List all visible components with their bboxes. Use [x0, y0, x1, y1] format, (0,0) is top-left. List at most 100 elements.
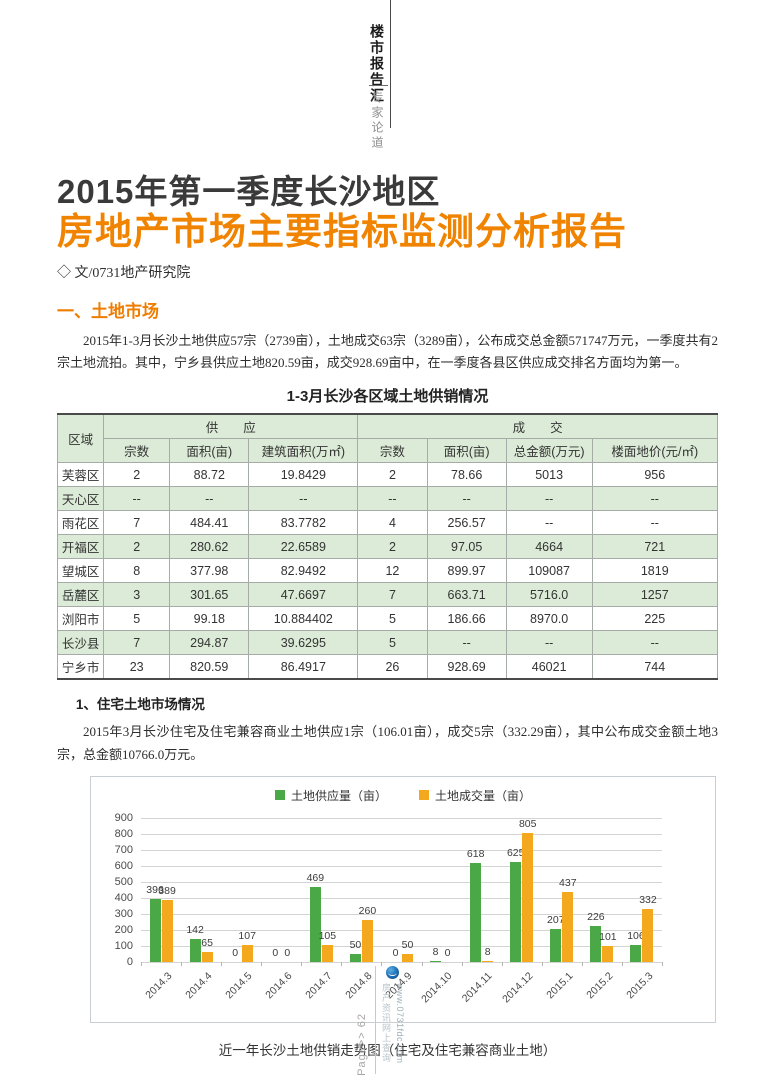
table-cell: 雨花区 [56, 510, 105, 536]
table-cell: 97.05 [426, 534, 507, 560]
bar-group: 0 50 [381, 818, 421, 962]
table-header-deal-group: 成 交 [357, 413, 718, 440]
land-market-paragraph: 2015年1-3月长沙土地供应57宗（2739亩），土地成交63宗（3289亩）… [57, 332, 718, 370]
table-cell: -- [591, 486, 719, 512]
table-header-region: 区域 [56, 413, 105, 464]
land-supply-table: 区域 供 应 成 交 宗数 面积(亩) 建筑面积(万㎡) 宗数 面积(亩) 总金额(万元)… [56, 413, 719, 681]
table-cell: 2 [103, 534, 171, 560]
y-axis-tick-label: 500 [114, 875, 133, 888]
table-cell: 10.884402 [248, 606, 359, 632]
bar-value-label: 396 [146, 883, 164, 896]
table-cell: 46021 [505, 654, 593, 680]
table-cell: 484.41 [169, 510, 250, 536]
bar-value-label: 207 [547, 913, 565, 926]
edge-tab-tick [369, 85, 388, 86]
legend-item: 土地成交量（亩） [419, 787, 531, 804]
table-cell: 19.8429 [248, 462, 359, 488]
bar-group: 207 437 [542, 818, 582, 962]
table-cell: 芙蓉区 [56, 462, 105, 488]
table-cell: 7 [357, 582, 428, 608]
x-axis-tick-label: 2015.1 [543, 969, 576, 1002]
legend-swatch-icon [419, 790, 429, 801]
bar-value-label: 389 [158, 884, 176, 897]
chart-plot-region: 396 389 142 65 0 107 0 0 469 105 50 260 0 50 8 0 618 8 625… [91, 812, 715, 1022]
table-column-header: 总金额(万元) [505, 438, 593, 464]
y-axis-tick-label: 200 [114, 923, 133, 936]
bar-group: 0 107 [221, 818, 261, 962]
bar-group: 50 260 [341, 818, 381, 962]
table-cell: -- [357, 486, 428, 512]
table-cell: 82.9492 [248, 558, 359, 584]
gridline [141, 881, 662, 883]
table-cell: 5 [357, 630, 428, 656]
footer-brand: 房产资讯网上查询 www.0731fdc.com [380, 966, 405, 1076]
edge-tab-rule [390, 0, 391, 128]
bar-value-label: 50 [401, 938, 414, 951]
legend-item: 土地供应量（亩） [274, 787, 387, 804]
table-cell: 294.87 [169, 630, 250, 656]
gridline [141, 865, 662, 867]
bar-value-label: 332 [639, 893, 657, 906]
table-cell: -- [591, 630, 719, 656]
subsection-heading-residential: 1、住宅土地市场情况 [75, 697, 205, 713]
bar-value-label: 0 [284, 946, 291, 959]
table-column-header: 宗数 [103, 438, 171, 464]
y-axis-tick-label: 600 [114, 859, 133, 872]
table-group-header-row: 区域 供 应 成 交 [56, 413, 718, 464]
bar-group: 618 8 [462, 818, 502, 962]
x-axis-tick-label: 2015.3 [624, 969, 656, 1002]
x-axis-tick-label: 2014.3 [143, 969, 175, 1002]
bar-group: 226 101 [582, 818, 622, 962]
x-axis-tick [421, 961, 423, 966]
table-row: 芙蓉区 2 88.72 19.8429 2 78.66 5013 956 [56, 462, 719, 488]
bar: 625 [507, 847, 525, 962]
gridline [141, 961, 662, 963]
bar-value-label: 226 [587, 910, 605, 923]
bar-value-label: 0 [392, 946, 399, 959]
byline: ◇ 文/0731地产研究院 [57, 265, 191, 281]
table-cell: 78.66 [426, 462, 507, 488]
footer-divider [375, 966, 376, 1074]
gridline [141, 849, 662, 851]
bar: 207 [547, 914, 565, 962]
table-cell: 39.6295 [248, 630, 359, 656]
bar-value-label: 0 [232, 946, 239, 959]
bar-value-label: 142 [186, 924, 204, 937]
table-cell: 99.18 [169, 606, 250, 632]
gridline [141, 945, 662, 947]
y-axis-tick-label: 100 [114, 939, 133, 952]
bar-value-label: 437 [559, 877, 577, 890]
table-cell: 88.72 [169, 462, 250, 488]
table-cell: 301.65 [169, 582, 250, 608]
y-axis-tick-label: 0 [126, 955, 133, 968]
x-axis-tick [261, 961, 263, 966]
table-cell: 2 [357, 462, 428, 488]
land-supply-chart: 土地供应量（亩） 土地成交量（亩） 396 389 142 65 0 107 0 0 469 105… [90, 775, 716, 1023]
report-title-line2: 房地产市场主要指标监测分析报告 [57, 210, 627, 252]
table-column-header: 宗数 [357, 438, 428, 464]
table-row: 岳麓区 3 301.65 47.6697 7 663.71 5716.0 1257 [56, 582, 719, 608]
table-cell: -- [103, 486, 171, 512]
chart-caption: 近一年长沙土地供销走势图（住宅及住宅兼容商业土地） [218, 1042, 557, 1058]
bar: 396 [146, 884, 164, 962]
page-number: Page>> 62 [356, 1013, 368, 1076]
x-axis-tick-label: 2014.4 [183, 969, 215, 1002]
table-cell: 3 [103, 582, 171, 608]
table-cell: 2 [357, 534, 428, 560]
gridline [141, 897, 662, 899]
x-axis-tick [621, 961, 623, 966]
bar: 332 [639, 894, 657, 962]
bar: 389 [158, 885, 176, 962]
legend-label: 土地供应量（亩） [290, 788, 387, 803]
bar: 107 [238, 930, 256, 962]
table-cell: -- [505, 486, 593, 512]
chart-legend: 土地供应量（亩） 土地成交量（亩） [91, 777, 715, 814]
x-axis-tick-label: 2014.7 [303, 969, 335, 1002]
table-cell: 109087 [505, 558, 593, 584]
bar: 805 [519, 818, 537, 962]
table-cell: 5013 [505, 462, 593, 488]
bar-value-label: 65 [201, 936, 213, 949]
x-axis-tick-label: 2014.11 [460, 969, 495, 1005]
